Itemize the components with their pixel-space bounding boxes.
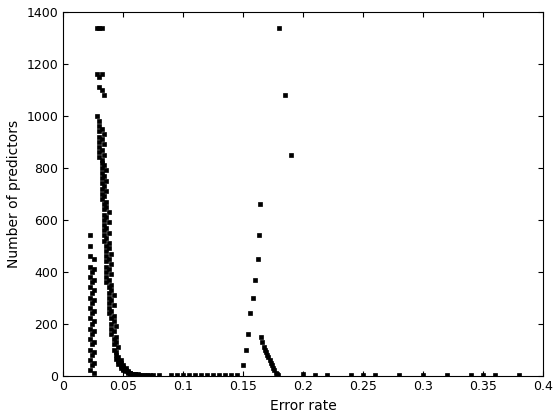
Y-axis label: Number of predictors: Number of predictors — [7, 120, 21, 268]
X-axis label: Error rate: Error rate — [270, 399, 337, 413]
